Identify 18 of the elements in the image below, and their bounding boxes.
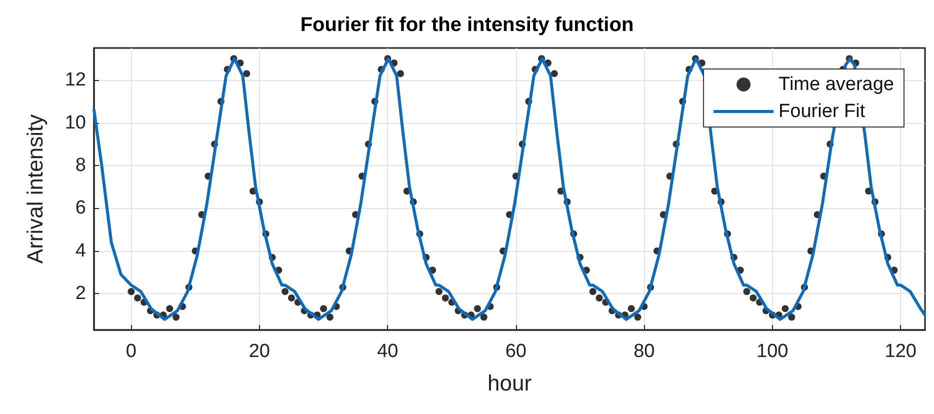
x-tick-label: 80	[634, 341, 655, 362]
y-tick-label: 6	[75, 198, 86, 219]
legend-label: Time average	[778, 74, 894, 95]
y-tick-label: 10	[64, 112, 86, 134]
chart-title: Fourier fit for the intensity function	[300, 14, 634, 36]
y-tick-label: 12	[64, 70, 86, 91]
x-tick-label: 20	[248, 341, 270, 362]
y-tick-label: 4	[75, 240, 86, 262]
x-axis-title: hour	[487, 370, 532, 396]
x-tick-label: 100	[756, 341, 788, 362]
x-tick-label: 40	[377, 341, 398, 362]
x-tick-label: 0	[126, 341, 136, 362]
x-tick-label: 60	[505, 341, 526, 362]
y-tick-label: 2	[75, 283, 86, 304]
y-axis-title: Arrival intensity	[22, 114, 48, 264]
legend-label: Fourier Fit	[778, 101, 866, 122]
x-tick-label: 120	[884, 341, 916, 362]
y-tick-label: 8	[75, 155, 86, 176]
